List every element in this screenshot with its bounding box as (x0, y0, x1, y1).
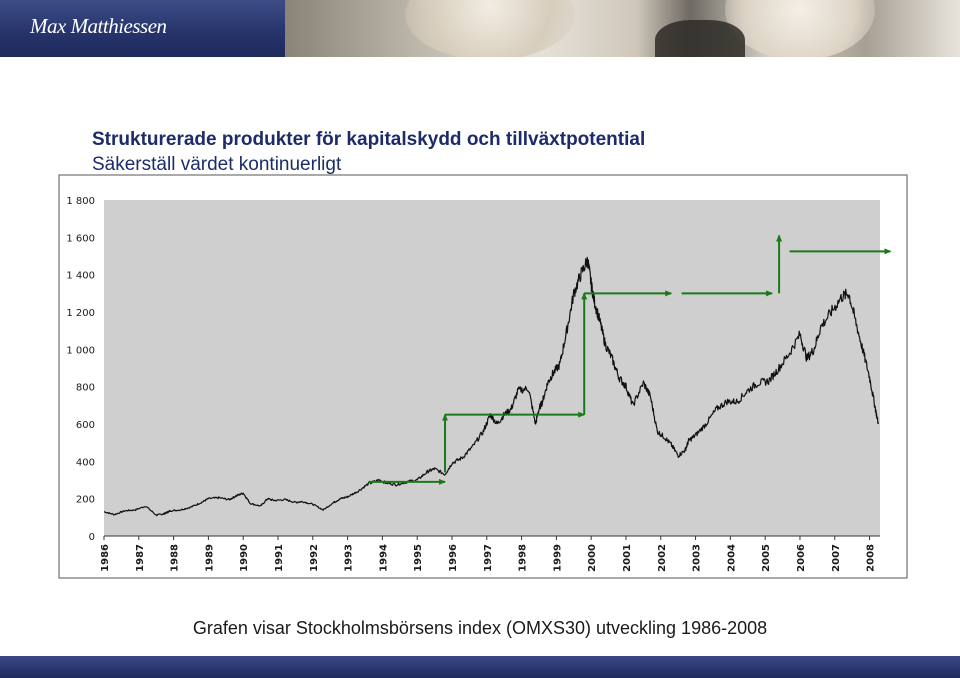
y-tick-label: 800 (76, 383, 95, 394)
x-tick-label: 1989 (204, 544, 215, 572)
photo-shape (405, 0, 575, 57)
x-tick-label: 1992 (309, 544, 320, 572)
y-tick-label: 1 400 (66, 271, 95, 282)
y-tick-label: 600 (76, 420, 95, 431)
x-tick-label: 1988 (170, 544, 181, 572)
slide-title: Strukturerade produkter för kapitalskydd… (92, 129, 646, 150)
y-tick-label: 400 (76, 457, 95, 468)
x-tick-label: 1990 (239, 544, 250, 572)
series-layer (103, 256, 879, 517)
brand-logo: Max Matthiessen (30, 14, 167, 38)
y-tick-label: 1 600 (66, 233, 95, 244)
x-tick-label: 2008 (866, 544, 877, 572)
chart-caption: Grafen visar Stockholmsbörsens index (OM… (192, 618, 768, 638)
x-tick-label: 1998 (518, 544, 529, 572)
brand-box: Max Matthiessen (0, 0, 285, 57)
x-tick-label: 2002 (657, 544, 668, 572)
header-photo (285, 0, 960, 57)
x-tick-label: 2000 (587, 544, 598, 572)
slide-subtitle: Säkerställ värdet kontinuerligt (92, 154, 342, 175)
x-tick-label: 2006 (796, 544, 807, 572)
x-tick-label: 2001 (622, 544, 633, 572)
x-tick-label: 2007 (831, 544, 842, 572)
arrows-layer (368, 234, 892, 485)
x-tick-label: 2003 (692, 544, 703, 572)
x-tick-label: 1994 (378, 544, 389, 572)
x-tick-label: 1999 (552, 544, 563, 572)
x-tick-label: 1986 (100, 544, 111, 572)
footer-bar (0, 656, 960, 678)
x-tick-label: 2004 (726, 544, 737, 572)
header-banner: Max Matthiessen (0, 0, 960, 57)
x-tick-label: 1993 (344, 544, 355, 572)
x-tick-label: 1997 (483, 544, 494, 572)
y-tick-label: 0 (89, 532, 95, 543)
y-tick-label: 200 (76, 495, 95, 506)
x-tick-label: 1995 (413, 544, 424, 572)
x-axis: 1986 1987 1988 1989 1990 1991 1992 1993 1994 1995… (100, 535, 880, 572)
x-tick-label: 1996 (448, 544, 459, 572)
photo-shape (655, 20, 745, 57)
x-tick-label: 1991 (274, 544, 285, 572)
y-tick-label: 1 800 (66, 196, 95, 207)
x-tick-label: 1987 (135, 544, 146, 572)
y-tick-label: 1 200 (66, 308, 95, 319)
x-tick-label: 2005 (761, 544, 772, 572)
plot-area (104, 200, 880, 536)
y-axis: 0 200 400 600 800 1 000 1 200 1 400 1 600 1 800 (66, 196, 95, 543)
y-tick-label: 1 000 (66, 345, 95, 356)
series-line (103, 256, 879, 517)
